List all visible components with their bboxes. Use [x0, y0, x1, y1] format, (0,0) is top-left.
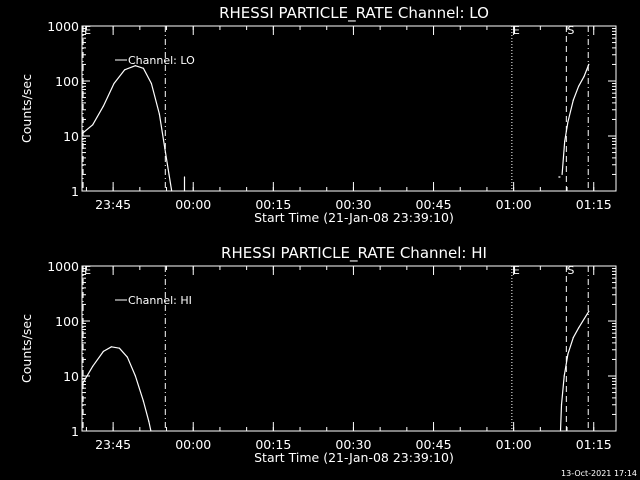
data-point — [142, 400, 144, 402]
x-tick-label: 01:15 — [576, 437, 612, 452]
data-point — [561, 173, 563, 175]
event-marker-label: E — [513, 24, 520, 37]
plot-frame — [81, 265, 617, 432]
data-point — [102, 105, 104, 107]
data-point — [572, 337, 574, 339]
data-point — [158, 113, 160, 115]
data-point — [134, 65, 136, 67]
data-point — [92, 365, 94, 367]
data-point — [567, 121, 569, 123]
y-axis-label: Counts/sec — [19, 74, 34, 143]
plot-frame — [81, 25, 617, 192]
data-point — [148, 420, 150, 422]
event-marker-label: E — [84, 264, 91, 277]
y-axis-label: Counts/sec — [19, 314, 34, 383]
x-tick-label: 00:45 — [416, 197, 452, 212]
x-tick-label: 00:30 — [335, 197, 371, 212]
data-point — [113, 82, 115, 85]
data-point — [110, 346, 112, 348]
legend-label: Channel: HI — [128, 294, 192, 307]
data-point — [578, 327, 580, 329]
x-axis-label: Start Time (21-Jan-08 23:39:10) — [254, 450, 454, 465]
data-point — [567, 353, 569, 355]
footer-timestamp: 13-Oct-2021 17:14 — [561, 469, 637, 478]
y-tick-label: 1 — [71, 424, 79, 439]
event-marker-label: E — [513, 264, 520, 277]
data-point — [150, 430, 152, 432]
data-point — [142, 67, 144, 69]
event-marker-label: S — [567, 264, 574, 277]
data-point — [118, 347, 120, 349]
y-tick-label: 1000 — [47, 259, 79, 274]
y-tick-label: 100 — [55, 314, 79, 329]
x-tick-label: 00:15 — [255, 197, 291, 212]
data-point — [564, 140, 566, 142]
chart-title: RHESSI PARTICLE_RATE Channel: HI — [221, 244, 487, 263]
data-point — [588, 63, 590, 65]
x-tick-label: 00:15 — [255, 437, 291, 452]
data-point — [102, 350, 104, 352]
x-tick-label: 23:45 — [95, 197, 131, 212]
hi-channel-panel: RHESSI PARTICLE_RATE Channel: HI 1 10 100 10… — [19, 244, 617, 465]
x-tick-label: 00:00 — [175, 197, 211, 212]
data-point — [183, 190, 186, 192]
x-axis-label: Start Time (21-Jan-08 23:39:10) — [254, 210, 454, 225]
data-point — [560, 404, 563, 406]
data-point — [588, 310, 590, 312]
x-tick-label: 01:00 — [496, 197, 532, 212]
x-tick-label: 01:00 — [496, 437, 532, 452]
x-tick-label: 01:15 — [576, 197, 612, 212]
data-point — [578, 85, 580, 87]
series-line-segment — [81, 346, 152, 432]
x-tick-label: 00:00 — [175, 437, 211, 452]
event-marker-label: S — [567, 24, 574, 37]
data-point — [559, 430, 562, 432]
data-point — [558, 176, 560, 178]
series-line-segment — [559, 310, 590, 432]
data-point — [92, 124, 94, 126]
data-point — [171, 190, 173, 192]
y-tick-label: 100 — [55, 74, 79, 89]
data-point — [124, 69, 126, 71]
chart-title: RHESSI PARTICLE_RATE Channel: LO — [219, 4, 489, 23]
data-point — [164, 147, 166, 149]
data-point — [126, 356, 128, 358]
x-tick-label: 00:45 — [416, 437, 452, 452]
lo-channel-panel: RHESSI PARTICLE_RATE Channel: LO 1 10 100 10… — [19, 4, 617, 225]
y-tick-label: 10 — [63, 129, 79, 144]
data-point — [583, 76, 585, 78]
data-point — [81, 133, 83, 135]
event-marker-label: E — [84, 24, 91, 37]
data-point — [563, 375, 565, 377]
data-point — [168, 173, 170, 175]
y-tick-label: 1000 — [47, 19, 79, 34]
legend-label: Channel: LO — [128, 54, 195, 67]
y-tick-label: 1 — [71, 184, 79, 199]
x-tick-label: 00:30 — [335, 437, 371, 452]
x-tick-label: 23:45 — [95, 437, 131, 452]
series-line-segment — [81, 65, 173, 192]
y-tick-label: 10 — [63, 369, 79, 384]
data-point — [572, 99, 574, 101]
data-point — [559, 176, 561, 178]
data-point — [134, 375, 136, 377]
data-point — [81, 383, 83, 386]
data-point — [150, 82, 152, 85]
data-point — [183, 176, 186, 178]
